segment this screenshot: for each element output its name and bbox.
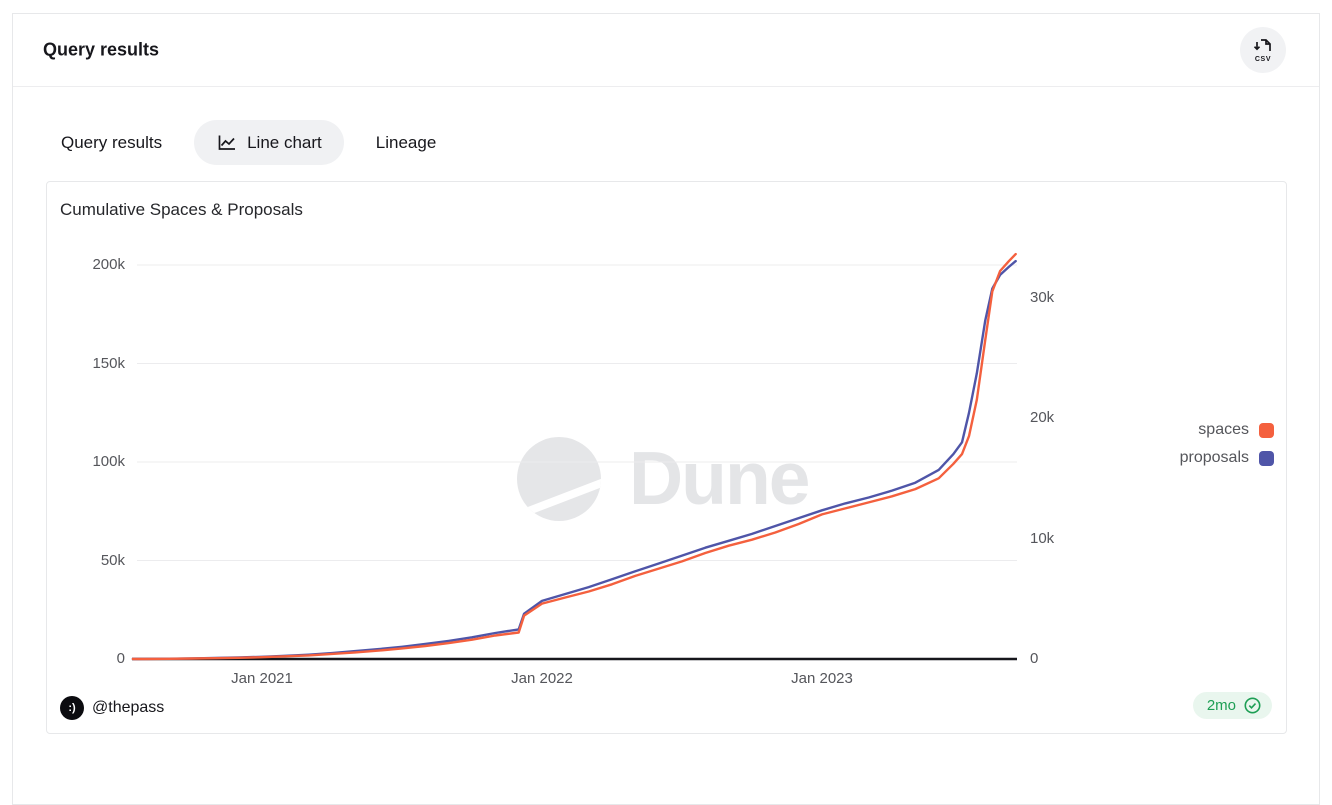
tab-lineage[interactable]: Lineage <box>375 132 437 152</box>
chart-card: Cumulative Spaces & Proposals Dune 0 50k 1… <box>46 181 1287 734</box>
age-badge[interactable]: 2mo <box>1192 692 1272 719</box>
verified-check-icon <box>1244 697 1261 714</box>
csv-icon-label: CSV <box>1255 56 1271 63</box>
age-badge-label: 2mo <box>1206 697 1236 714</box>
author-avatar-icon: :) <box>60 696 84 720</box>
legend-item-proposals[interactable]: proposals <box>1180 449 1274 467</box>
legend-label: proposals <box>1179 449 1249 466</box>
chart-author: :) @thepass <box>60 696 164 720</box>
download-csv-icon: CSV <box>1253 39 1271 63</box>
tab-line-chart[interactable]: Line chart <box>194 120 344 165</box>
tab-query-results[interactable]: Query results <box>61 132 163 152</box>
tab-line-chart-label: Line chart <box>247 132 322 152</box>
legend-swatch-spaces <box>1259 422 1274 438</box>
chart-title: Cumulative Spaces & Proposals <box>60 200 303 219</box>
chart-legend: spaces proposals <box>1180 421 1274 467</box>
panel-header: Query results CSV <box>13 14 1319 87</box>
author-handle[interactable]: @thepass <box>92 699 165 716</box>
legend-label: spaces <box>1198 421 1249 438</box>
panel-title: Query results <box>43 39 160 60</box>
avatar-glyph: :) <box>68 702 76 714</box>
query-results-panel: Query results CSV Query results Line cha… <box>12 13 1320 805</box>
download-csv-button[interactable]: CSV <box>1240 27 1286 73</box>
tabs-row: Query results Line chart Lineage <box>13 87 1319 165</box>
chart-canvas <box>131 252 1017 661</box>
line-chart-icon <box>218 135 236 150</box>
legend-item-spaces[interactable]: spaces <box>1198 421 1274 439</box>
legend-swatch-proposals <box>1259 450 1274 466</box>
